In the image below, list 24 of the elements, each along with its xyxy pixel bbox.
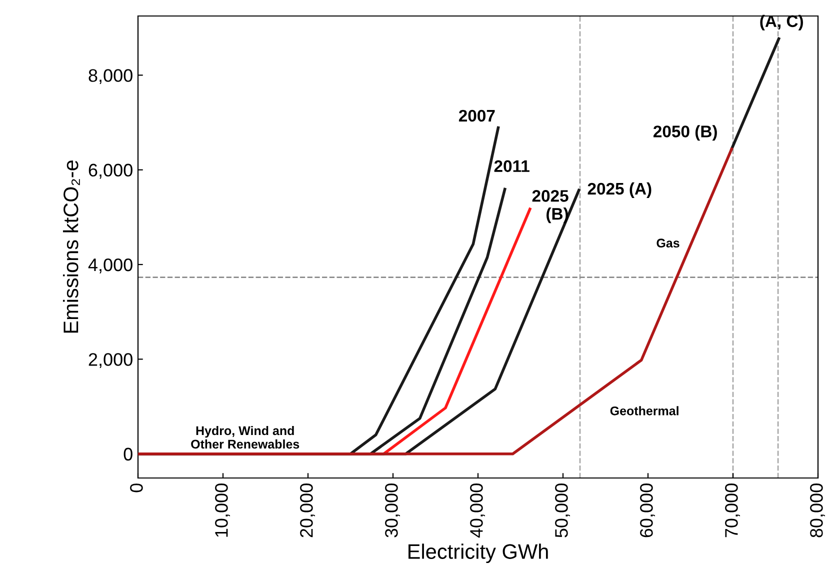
y-tick-label: 2,000 [88, 353, 132, 368]
y-tick-label: 4,000 [88, 258, 132, 274]
annotation: 2007 [458, 110, 495, 122]
x-tick-label: 50,000 [555, 484, 570, 538]
annotation: Hydro, Wind and Other Renewables [191, 426, 300, 449]
y-tick-label: 0 [124, 448, 132, 461]
annotation: 2050 (B) [653, 125, 717, 141]
x-tick-label: 40,000 [470, 484, 485, 538]
y-tick-label: 8,000 [88, 69, 132, 84]
annotation: 2011 [494, 160, 530, 172]
x-tick-label: 10,000 [215, 484, 230, 537]
annotation: Gas [656, 238, 680, 248]
x-tick-label: 20,000 [300, 484, 315, 538]
x-tick-label: 70,000 [725, 484, 740, 538]
x-axis-title: Electricity GWh [408, 544, 548, 564]
x-tick-label: 30,000 [385, 484, 400, 538]
x-tick-label: 80,000 [810, 484, 825, 538]
annotation: 2025 (A) [588, 182, 652, 198]
y-tick-label: 6,000 [88, 164, 132, 179]
y-axis-title: Emissions ktCO₂-e [62, 160, 80, 333]
x-tick-label: 60,000 [640, 484, 655, 538]
annotation: Geothermal [610, 406, 678, 416]
x-tick-label: 0 [130, 484, 143, 492]
annotation: 2025 (B) [532, 190, 568, 224]
